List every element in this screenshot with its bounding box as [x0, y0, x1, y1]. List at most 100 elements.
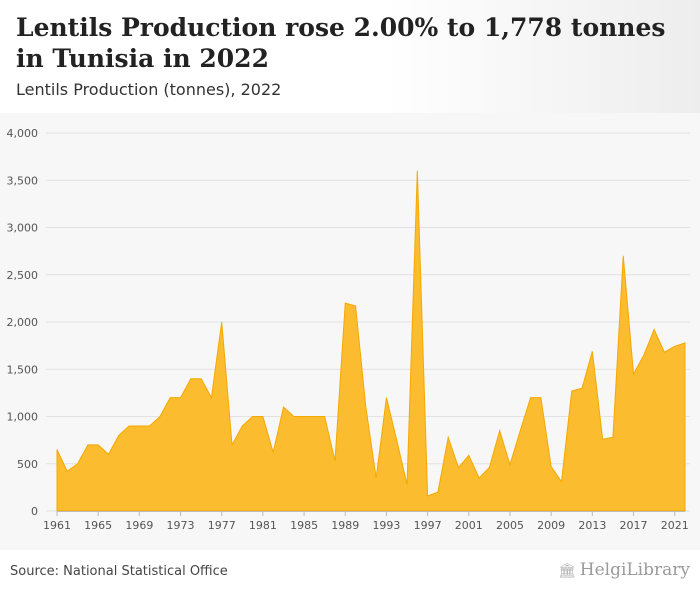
y-tick-label: 500 [17, 458, 38, 471]
data-point[interactable] [652, 327, 657, 332]
data-point[interactable] [580, 386, 585, 391]
data-point[interactable] [363, 405, 368, 410]
y-tick-label: 1,000 [7, 411, 39, 424]
data-point[interactable] [549, 464, 554, 469]
data-point[interactable] [631, 371, 636, 376]
data-point[interactable] [230, 442, 235, 447]
data-point[interactable] [610, 435, 615, 440]
data-point[interactable] [415, 168, 420, 173]
data-point[interactable] [302, 414, 307, 419]
data-point[interactable] [65, 469, 70, 474]
y-tick-label: 3,000 [7, 222, 39, 235]
data-point[interactable] [425, 493, 430, 498]
x-tick-label: 1981 [249, 519, 277, 532]
data-point[interactable] [157, 414, 162, 419]
data-point[interactable] [188, 376, 193, 381]
data-point[interactable] [477, 475, 482, 480]
source-note: Source: National Statistical Office [10, 564, 228, 579]
data-point[interactable] [435, 490, 440, 495]
data-point[interactable] [374, 475, 379, 480]
chart-subtitle: Lentils Production (tonnes), 2022 [16, 80, 282, 99]
x-tick-label: 2005 [496, 519, 524, 532]
data-point[interactable] [528, 395, 533, 400]
y-tick-label: 3,500 [7, 174, 39, 187]
x-tick-label: 1965 [84, 519, 112, 532]
data-point[interactable] [116, 433, 121, 438]
data-point[interactable] [569, 388, 574, 393]
x-tick-label: 2009 [537, 519, 565, 532]
x-tick-label: 2021 [661, 519, 689, 532]
y-tick-label: 2,000 [7, 316, 39, 329]
data-point[interactable] [683, 340, 688, 345]
data-point[interactable] [641, 353, 646, 358]
x-tick-label: 1989 [331, 519, 359, 532]
data-point[interactable] [240, 423, 245, 428]
data-point[interactable] [672, 344, 677, 349]
data-point[interactable] [96, 442, 101, 447]
data-point[interactable] [343, 301, 348, 306]
data-point[interactable] [291, 414, 296, 419]
library-building-icon: 🏛 [557, 563, 576, 579]
data-point[interactable] [106, 452, 111, 457]
data-point[interactable] [199, 376, 204, 381]
data-point[interactable] [487, 465, 492, 470]
data-point[interactable] [332, 458, 337, 463]
data-point[interactable] [75, 461, 80, 466]
data-point[interactable] [168, 395, 173, 400]
brand-name: HelgiLibrary [579, 560, 690, 580]
x-tick-label: 1985 [290, 519, 318, 532]
x-tick-label: 1997 [414, 519, 442, 532]
data-point[interactable] [466, 453, 471, 458]
y-tick-label: 4,000 [7, 127, 39, 140]
y-tick-label: 2,500 [7, 269, 39, 282]
area-series [55, 168, 688, 512]
x-tick-label: 1993 [372, 519, 400, 532]
data-point[interactable] [260, 414, 265, 419]
page-title: Lentils Production rose 2.00% to 1,778 t… [16, 13, 666, 73]
chart-header: Lentils Production rose 2.00% to 1,778 t… [0, 0, 700, 113]
x-tick-label: 1961 [43, 519, 71, 532]
area-series-production[interactable] [56, 170, 686, 512]
data-point[interactable] [312, 414, 317, 419]
data-point[interactable] [446, 435, 451, 440]
data-point[interactable] [178, 395, 183, 400]
data-point[interactable] [322, 414, 327, 419]
x-tick-label: 1969 [125, 519, 153, 532]
x-tick-label: 1973 [167, 519, 195, 532]
data-point[interactable] [271, 450, 276, 455]
data-point[interactable] [55, 447, 60, 452]
data-point[interactable] [219, 320, 224, 325]
data-point[interactable] [621, 253, 626, 258]
data-point[interactable] [384, 395, 389, 400]
data-point[interactable] [394, 438, 399, 443]
area-chart: 05001,0001,5002,0002,5003,0003,5004,000 … [7, 127, 690, 532]
data-point[interactable] [538, 395, 543, 400]
y-axis-labels: 0 500 1,000 1,500 2,000 2,500 3,000 3,500 4,000 [7, 127, 39, 518]
data-point[interactable] [353, 303, 358, 308]
data-point[interactable] [456, 465, 461, 470]
data-point[interactable] [147, 423, 152, 428]
data-point[interactable] [250, 414, 255, 419]
footer [0, 550, 700, 596]
y-tick-label: 1,500 [7, 363, 39, 376]
data-point[interactable] [85, 442, 90, 447]
data-point[interactable] [600, 437, 605, 442]
x-tick-label: 2001 [455, 519, 483, 532]
x-tick-label: 2017 [620, 519, 648, 532]
data-point[interactable] [127, 423, 132, 428]
data-point[interactable] [662, 350, 667, 355]
data-point[interactable] [507, 462, 512, 467]
x-tick-label: 2013 [578, 519, 606, 532]
data-point[interactable] [405, 482, 410, 487]
data-point[interactable] [559, 479, 564, 484]
data-point[interactable] [497, 428, 502, 433]
brand-logo[interactable]: 🏛 HelgiLibrary [558, 560, 690, 580]
data-point[interactable] [281, 405, 286, 410]
x-axis-labels: 1961 1965 1969 1973 1977 1981 1985 1989 1993 1997… [43, 511, 689, 532]
y-tick-label: 0 [31, 505, 38, 518]
data-point[interactable] [518, 428, 523, 433]
data-point[interactable] [137, 423, 142, 428]
x-tick-label: 1977 [208, 519, 236, 532]
data-point[interactable] [590, 349, 595, 354]
data-point[interactable] [209, 395, 214, 400]
